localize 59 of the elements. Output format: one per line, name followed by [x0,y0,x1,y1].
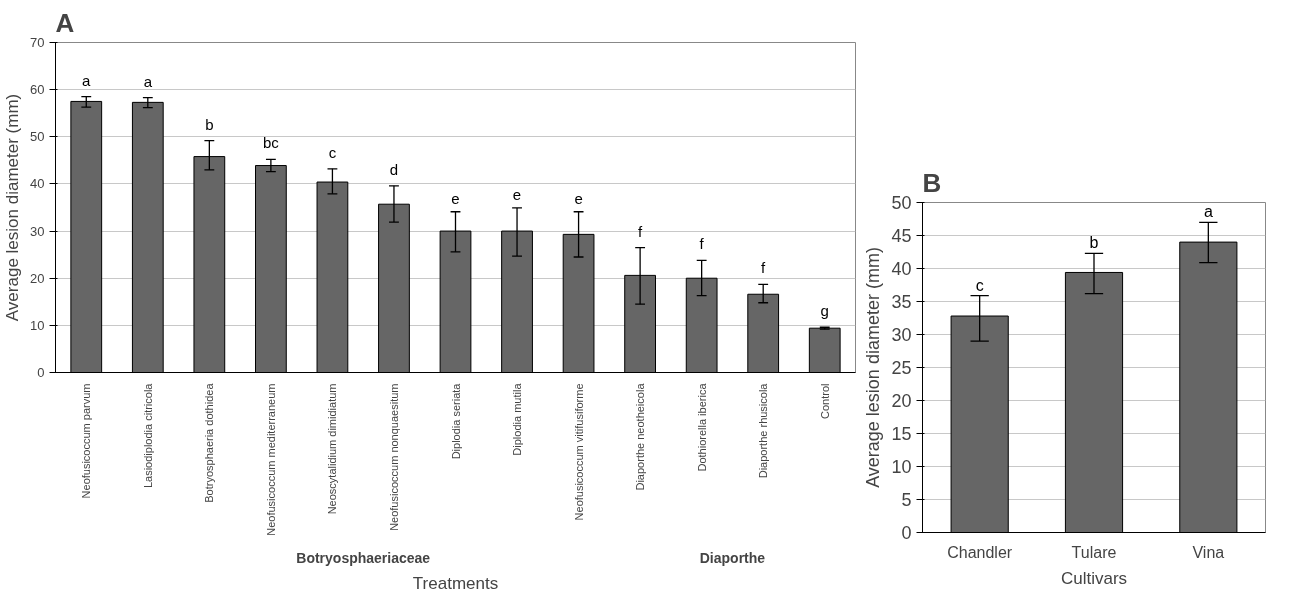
y-tick-label: 0 [901,523,912,543]
annotation: bc [262,134,280,152]
x-tick-label: Lasiodiplodia citricola [141,382,154,489]
annotation: b [1089,234,1099,252]
y-tick-label: 20 [891,391,912,411]
x-tick-label: Diplodia seriata [449,382,462,460]
x-tick-label: Diaporthe rhusicola [757,382,770,479]
y-tick-label: 70 [30,35,45,50]
y-tick-label: 40 [891,259,912,279]
x-tick-label: Neofusicoccum nonquaesitum [387,383,400,531]
y-tick-label: 50 [891,193,912,213]
annotation: e [451,189,460,207]
chart-title: B [922,167,942,198]
y-tick-label: 10 [30,317,45,333]
x-tick-label: Neofusicoccum mediterraneum [264,383,277,536]
annotation: a [82,71,92,89]
x-tick-label: Dothiorella iberica [695,382,708,472]
x-tick-label: Tulare [1071,543,1117,561]
x-axis-title: Cultivars [1060,568,1128,588]
annotation: b [205,115,214,133]
y-tick-label: 45 [891,226,912,246]
x-tick-label: Botryosphaeria dothidea [203,382,216,503]
text: Diaporthe [699,549,766,566]
x-tick-label: Neoscytalidium dimidiatum [326,383,339,515]
x-tick-label: Vina [1192,543,1225,561]
y-tick-label: 50 [30,129,45,145]
y-tick-label: 30 [891,325,912,345]
annotation: f [761,259,767,277]
y-tick-label: 20 [30,270,45,286]
y-tick-label: 15 [891,424,912,444]
annotation: a [1203,203,1213,221]
y-tick-label: 5 [901,490,912,510]
x-tick-label: Neofusicoccum parvum [80,383,93,499]
y-axis-title: Average lesion diameter (mm) [863,247,884,488]
x-tick-label: Neofusicoccum vitifusiforme [572,383,585,521]
x-tick-label: Control [818,383,831,419]
y-tick-label: 25 [891,358,912,378]
annotation: e [574,189,583,207]
x-tick-label: Diaporthe neotheicola [634,382,647,491]
annotation: e [512,185,522,203]
annotation: g [820,302,829,320]
annotation: c [328,143,337,161]
y-tick-label: 30 [30,223,45,239]
text: Botryosphaeriaceae [296,549,431,566]
y-tick-label: 60 [30,82,45,98]
annotation: f [638,222,644,240]
x-axis-title: Treatments [412,573,499,593]
x-tick-label: Diplodia mutila [511,382,524,456]
y-tick-label: 40 [30,176,45,192]
annotation: f [699,235,705,253]
y-axis-title: Average lesion diameter (mm) [3,93,23,322]
x-tick-label: Chandler [947,543,1013,561]
y-tick-label: 10 [891,457,912,477]
annotation: c [975,276,984,294]
chart-title: A [55,7,75,38]
y-tick-label: 35 [891,292,912,312]
y-tick-label: 0 [37,365,45,380]
annotation: d [389,160,399,178]
annotation: a [143,72,153,90]
